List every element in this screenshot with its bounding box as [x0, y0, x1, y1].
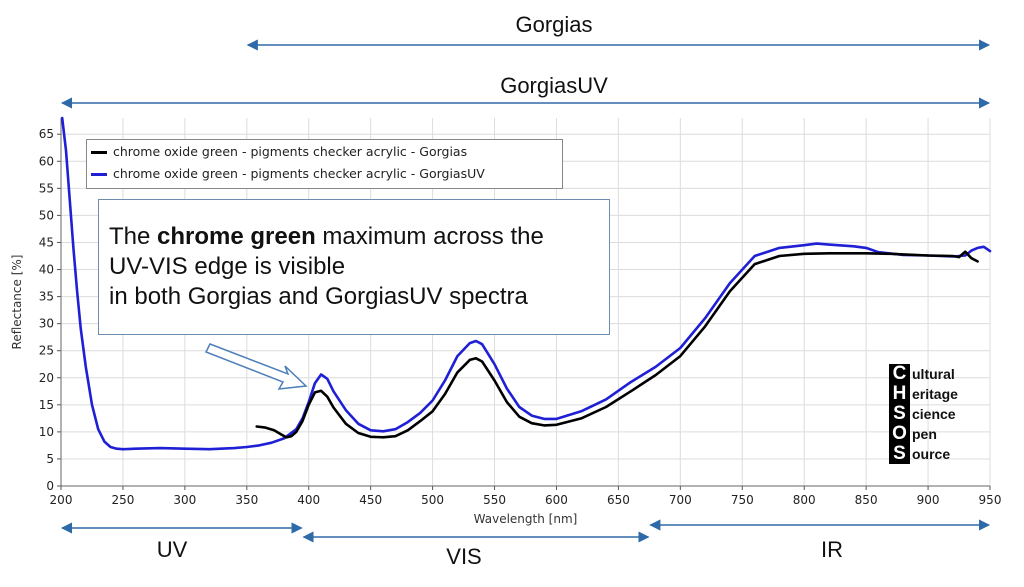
x-tick-label: 500 — [421, 493, 444, 507]
chsos-letter-c: C — [889, 364, 910, 384]
chart-axes: 200 250 300 350 400 450 500 550 600 650 700 750 800 8… — [10, 118, 1001, 526]
x-tick-label: 550 — [483, 493, 506, 507]
y-tick-label: 5 — [46, 452, 54, 466]
range-arrows — [60, 39, 991, 543]
x-tick-label: 350 — [235, 493, 258, 507]
annotation-text-a: The — [109, 223, 158, 250]
chsos-letter-s2: S — [889, 444, 910, 464]
x-tick-label: 300 — [173, 493, 196, 507]
x-tick-label: 200 — [50, 493, 73, 507]
y-tick-label: 25 — [39, 344, 54, 358]
chsos-word-science: cience — [912, 406, 956, 422]
y-tick-label: 65 — [39, 127, 54, 141]
y-tick-label: 10 — [39, 425, 54, 439]
x-tick-label: 250 — [111, 493, 134, 507]
gorgiasuv-range-label: GorgiasUV — [500, 73, 608, 98]
y-tick-label: 0 — [46, 479, 54, 493]
uv-range-label: UV — [156, 537, 188, 562]
vis-range-label: VIS — [446, 544, 482, 569]
y-tick-label: 30 — [39, 317, 54, 331]
chsos-letter-s1: S — [889, 404, 910, 424]
x-tick-label: 450 — [359, 493, 382, 507]
x-tick-label: 600 — [545, 493, 568, 507]
series-lines — [60, 116, 992, 451]
x-tick-label: 800 — [793, 493, 816, 507]
chsos-letter-o: O — [889, 424, 910, 444]
y-tick-label: 45 — [39, 235, 54, 249]
chart-legend: chrome oxide green - pigments checker ac… — [86, 139, 563, 189]
y-tick-label: 60 — [39, 154, 54, 168]
x-tick-label: 400 — [297, 493, 320, 507]
chsos-word-source: ource — [912, 446, 951, 462]
chsos-word-open: pen — [912, 426, 937, 442]
y-tick-label: 55 — [39, 181, 54, 195]
series-line-gorgias — [255, 250, 979, 439]
x-tick-label: 700 — [669, 493, 692, 507]
x-tick-label: 900 — [917, 493, 940, 507]
annotation-line-1: The chrome green maximum across the — [109, 222, 544, 252]
x-tick-label: 750 — [731, 493, 754, 507]
y-tick-label: 50 — [39, 208, 54, 222]
x-tick-label: 850 — [855, 493, 878, 507]
x-tick-label: 950 — [979, 493, 1002, 507]
chsos-word-cultural: ultural — [912, 366, 955, 382]
y-tick-label: 15 — [39, 398, 54, 412]
annotation-line-3: in both Gorgias and GorgiasUV spectra — [109, 283, 528, 310]
annotation-text-b: maximum across the — [315, 223, 544, 250]
legend-swatch-gorgiasuv — [91, 173, 107, 176]
legend-swatch-gorgias — [91, 151, 107, 154]
y-axis-title: Reflectance [%] — [10, 255, 24, 350]
y-tick-label: 40 — [39, 263, 54, 277]
y-tick-label: 35 — [39, 290, 54, 304]
annotation-text-bold: chrome green — [157, 223, 316, 250]
chsos-word-heritage: eritage — [912, 386, 958, 402]
x-axis-title: Wavelength [nm] — [474, 512, 578, 526]
y-tick-label: 20 — [39, 371, 54, 385]
annotation-box: The chrome green maximum across the UV-V… — [98, 199, 610, 335]
series-line-gorgiasuv — [60, 116, 992, 451]
annotation-arrow — [204, 343, 308, 390]
ir-range-label: IR — [821, 537, 843, 562]
annotation-text: The chrome green maximum across the UV-V… — [109, 222, 544, 312]
x-tick-label: 650 — [607, 493, 630, 507]
legend-label-gorgiasuv: chrome oxide green - pigments checker ac… — [113, 166, 485, 181]
gorgias-range-label: Gorgias — [515, 12, 593, 37]
legend-label-gorgias: chrome oxide green - pigments checker ac… — [113, 144, 468, 159]
chsos-letter-h: H — [889, 384, 910, 404]
annotation-line-2: UV-VIS edge is visible — [109, 253, 346, 280]
